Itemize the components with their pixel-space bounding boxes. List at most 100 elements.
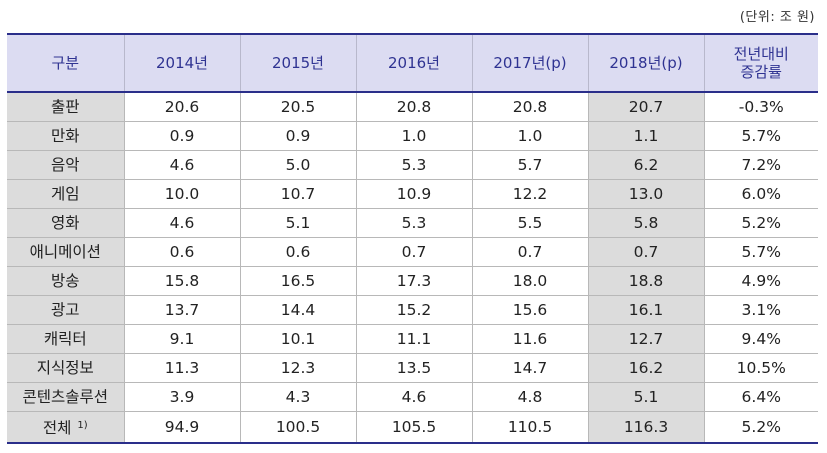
header-category: 구분 [7,33,125,93]
value-cell: 14.4 [239,295,357,325]
row-label-cell: 광고 [7,295,125,325]
row-label: 영화 [50,214,80,232]
value-cell: 0.9 [239,121,357,151]
value-cell: 20.8 [355,92,473,122]
unit-note: (단위: 조 원) [739,10,815,25]
value-cell: 6.0% [703,179,818,209]
value-cell: 20.6 [123,92,241,122]
row-label-cell: 캐릭터 [7,324,125,354]
table-row: 방송 15.8 16.5 17.3 18.0 18.8 4.9% [7,266,818,296]
header-2014: 2014년 [123,33,241,93]
table-row: 콘텐츠솔루션 3.9 4.3 4.6 4.8 5.1 6.4% [7,382,818,412]
value-cell: 4.6 [123,208,241,238]
value-cell: 4.3 [239,382,357,412]
row-label-cell: 만화 [7,121,125,151]
value-cell: 1.0 [471,121,589,151]
row-label-cell: 방송 [7,266,125,296]
content-industry-sales-table: 구분 2014년 2015년 2016년 2017년(p) 2018년(p) 전… [7,33,818,444]
value-cell: 18.8 [587,266,705,296]
row-label: 전체 [42,419,72,437]
value-cell: 16.5 [239,266,357,296]
value-cell: 6.2 [587,150,705,180]
value-cell: 94.9 [123,411,241,444]
row-label-cell: 전체 1) [7,411,125,444]
value-cell: 0.6 [123,237,241,267]
value-cell: 9.1 [123,324,241,354]
value-cell: 11.6 [471,324,589,354]
value-cell: 0.9 [123,121,241,151]
value-cell: 13.0 [587,179,705,209]
row-label: 캐릭터 [43,330,87,348]
row-label-cell: 지식정보 [7,353,125,383]
row-label: 만화 [50,127,80,145]
value-cell: 5.0 [239,150,357,180]
value-cell: 16.1 [587,295,705,325]
header-2018p: 2018년(p) [587,33,705,93]
value-cell: 0.6 [239,237,357,267]
row-label-cell: 게임 [7,179,125,209]
value-cell: 100.5 [239,411,357,444]
value-cell: 5.5 [471,208,589,238]
value-cell: 13.5 [355,353,473,383]
value-cell: 10.5% [703,353,818,383]
value-cell: 1.0 [355,121,473,151]
row-label-cell: 영화 [7,208,125,238]
value-cell: 7.2% [703,150,818,180]
row-label-cell: 출판 [7,92,125,122]
value-cell: 18.0 [471,266,589,296]
row-label: 출판 [50,98,80,116]
header-yoy-change: 전년대비 증감률 [703,33,818,93]
value-cell: 4.9% [703,266,818,296]
header-2016: 2016년 [355,33,473,93]
value-cell: 12.2 [471,179,589,209]
value-cell: 20.7 [587,92,705,122]
value-cell: 0.7 [355,237,473,267]
value-cell: 17.3 [355,266,473,296]
value-cell: 20.5 [239,92,357,122]
value-cell: 4.6 [355,382,473,412]
value-cell: 0.7 [471,237,589,267]
value-cell: 10.1 [239,324,357,354]
value-cell: 5.7 [471,150,589,180]
value-cell: 0.7 [587,237,705,267]
value-cell: 5.7% [703,121,818,151]
value-cell: 5.3 [355,208,473,238]
value-cell: 10.0 [123,179,241,209]
table-row: 음악 4.6 5.0 5.3 5.7 6.2 7.2% [7,150,818,180]
table-row: 광고 13.7 14.4 15.2 15.6 16.1 3.1% [7,295,818,325]
value-cell: 11.1 [355,324,473,354]
value-cell: 3.1% [703,295,818,325]
value-cell: 4.8 [471,382,589,412]
value-cell: 10.9 [355,179,473,209]
value-cell: 5.2% [703,411,818,444]
table-row: 전체 1) 94.9 100.5 105.5 110.5 116.3 5.2% [7,411,818,444]
value-cell: 4.6 [123,150,241,180]
value-cell: 5.8 [587,208,705,238]
table-row: 지식정보 11.3 12.3 13.5 14.7 16.2 10.5% [7,353,818,383]
value-cell: 9.4% [703,324,818,354]
table-body: 출판 20.6 20.5 20.8 20.8 20.7 -0.3% 만화 0.9 0.9 1.0 1.… [7,92,818,444]
header-yoy-line1: 전년대비 [733,45,789,63]
value-cell: 5.1 [239,208,357,238]
header-2017p: 2017년(p) [471,33,589,93]
header-row: 구분 2014년 2015년 2016년 2017년(p) 2018년(p) 전… [7,33,818,93]
row-label: 광고 [50,301,80,319]
table-header: 구분 2014년 2015년 2016년 2017년(p) 2018년(p) 전… [7,33,818,93]
value-cell: 20.8 [471,92,589,122]
row-label: 콘텐츠솔루션 [22,388,109,406]
row-label-cell: 애니메이션 [7,237,125,267]
row-label: 음악 [50,156,80,174]
value-cell: 5.2% [703,208,818,238]
value-cell: 12.7 [587,324,705,354]
value-cell: 5.1 [587,382,705,412]
value-cell: 16.2 [587,353,705,383]
table-row: 출판 20.6 20.5 20.8 20.8 20.7 -0.3% [7,92,818,122]
value-cell: 5.3 [355,150,473,180]
value-cell: 6.4% [703,382,818,412]
value-cell: 105.5 [355,411,473,444]
row-label-cell: 콘텐츠솔루션 [7,382,125,412]
value-cell: 15.6 [471,295,589,325]
value-cell: 110.5 [471,411,589,444]
table-row: 게임 10.0 10.7 10.9 12.2 13.0 6.0% [7,179,818,209]
value-cell: 3.9 [123,382,241,412]
